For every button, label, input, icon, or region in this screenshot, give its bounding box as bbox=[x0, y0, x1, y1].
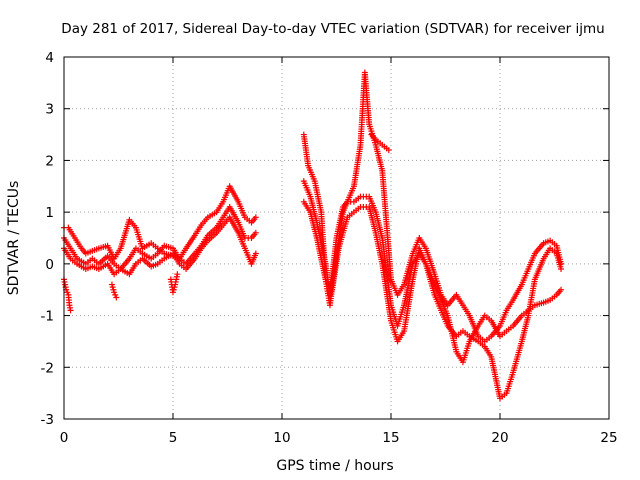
data-point bbox=[385, 147, 392, 154]
x-tick-label: 0 bbox=[60, 430, 69, 446]
x-tick-label: 10 bbox=[273, 430, 290, 446]
plot-frame bbox=[63, 56, 610, 420]
data-point bbox=[252, 214, 259, 221]
x-tick-label: 5 bbox=[169, 430, 178, 446]
data-point bbox=[558, 286, 565, 293]
x-tick-label: 20 bbox=[491, 430, 508, 446]
y-tick-label: -1 bbox=[41, 309, 54, 325]
x-tick-label: 15 bbox=[382, 430, 399, 446]
data-points bbox=[61, 69, 565, 402]
y-tick-label: 1 bbox=[45, 205, 54, 221]
y-axis-label: SDTVAR / TECUs bbox=[6, 181, 22, 296]
data-point bbox=[113, 294, 120, 301]
data-point bbox=[67, 307, 74, 314]
data-point bbox=[174, 271, 181, 278]
y-tick-label: 2 bbox=[45, 153, 54, 169]
y-tick-label: 0 bbox=[45, 257, 54, 273]
x-axis-label: GPS time / hours bbox=[276, 458, 393, 474]
data-point bbox=[558, 266, 565, 273]
y-tick-label: 4 bbox=[45, 50, 54, 66]
data-point bbox=[252, 229, 259, 236]
data-point bbox=[252, 250, 259, 257]
y-tick-label: -3 bbox=[41, 412, 54, 428]
y-tick-label: -2 bbox=[41, 360, 54, 376]
y-tick-label: 3 bbox=[45, 102, 54, 118]
x-tick-label: 25 bbox=[600, 430, 617, 446]
chart-title: Day 281 of 2017, Sidereal Day-to-day VTE… bbox=[61, 21, 604, 37]
axis-ticks: 0 5 10 15 20 25 -3 -2 -1 0 1 2 3 4 bbox=[41, 50, 618, 446]
